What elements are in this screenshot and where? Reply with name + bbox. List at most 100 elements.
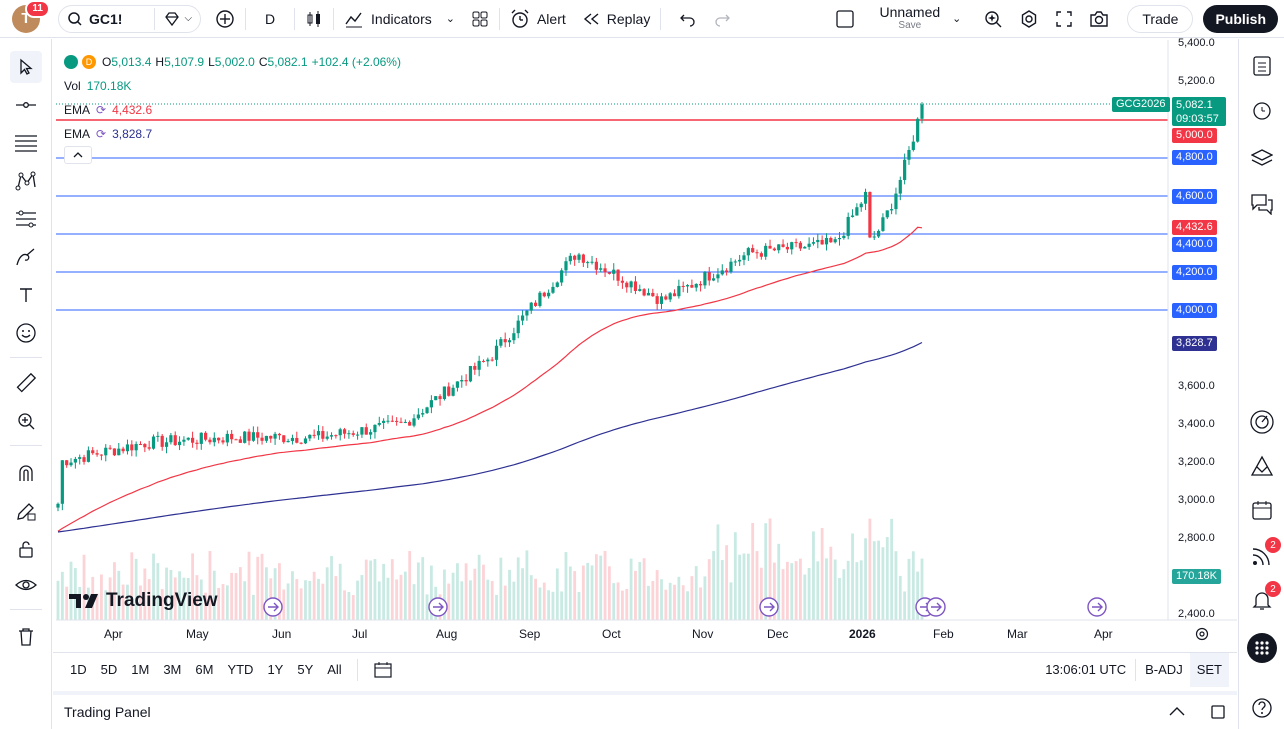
trading-panel-title: Trading Panel	[64, 704, 151, 720]
remove-drawings-tool[interactable]	[10, 621, 42, 653]
news-feed-button[interactable]: 2	[1247, 537, 1281, 571]
range-3m[interactable]: 3M	[163, 662, 182, 677]
object-tree-button[interactable]	[1247, 143, 1277, 173]
goto-date-button[interactable]	[366, 653, 400, 687]
range-5y[interactable]: 5Y	[297, 662, 314, 677]
brush-tool[interactable]	[10, 241, 42, 273]
ideas-button[interactable]	[1247, 451, 1277, 481]
event-marker-arrow	[764, 602, 775, 612]
chart-type-button[interactable]	[297, 0, 331, 38]
candle-body	[538, 292, 542, 306]
tradingview-logo[interactable]: TradingView	[68, 590, 218, 612]
candle-body	[659, 296, 664, 304]
quick-search-button[interactable]	[975, 0, 1011, 38]
volume-bar	[564, 552, 568, 620]
volume-row[interactable]: Vol 170.18K	[64, 74, 405, 98]
price-axis-label: 3,600.0	[1178, 380, 1215, 392]
products-button[interactable]	[1247, 633, 1277, 663]
candle-body	[434, 396, 438, 401]
axis-settings-button[interactable]	[1194, 626, 1210, 645]
volume-bar	[208, 551, 212, 620]
trendline-tool[interactable]	[10, 89, 42, 121]
compare-button[interactable]	[207, 0, 243, 38]
top-toolbar: T 11 GC1! ⌵ D Indicators ⌄ Alert Replay	[0, 0, 1284, 38]
settlement-toggle[interactable]: SET	[1189, 652, 1229, 687]
measure-tool[interactable]	[10, 367, 42, 399]
volume-bar	[707, 559, 711, 620]
visibility-tool[interactable]	[10, 569, 42, 601]
ema1-row[interactable]: EMA ⟳ 4,432.6	[64, 98, 405, 122]
chevron-up-icon[interactable]	[1167, 704, 1187, 720]
volume-bar	[317, 578, 320, 620]
undo-icon	[680, 14, 695, 27]
candles-icon	[307, 10, 321, 27]
chats-button[interactable]	[1247, 189, 1277, 219]
undo-button[interactable]	[671, 0, 705, 38]
chevron-down-icon[interactable]: ⌄	[952, 13, 962, 25]
range-1y[interactable]: 1Y	[267, 662, 284, 677]
magnet-tool[interactable]	[10, 457, 42, 489]
prediction-tool[interactable]	[10, 203, 42, 235]
replay-button[interactable]: Replay	[574, 0, 659, 38]
range-1d[interactable]: 1D	[70, 662, 87, 677]
volume-bar	[56, 580, 60, 620]
chart-legend: D O 5,013.4 H 5,107.9 L 5,002.0 C 5,082.1 +1…	[64, 50, 405, 146]
help-button[interactable]	[1247, 693, 1277, 723]
range-6m[interactable]: 6M	[195, 662, 214, 677]
layout-select-button[interactable]	[827, 0, 863, 38]
volume-bar	[260, 553, 264, 620]
volume-bar	[625, 588, 629, 620]
templates-button[interactable]	[463, 0, 497, 38]
trading-panel[interactable]: Trading Panel	[53, 691, 1237, 729]
range-ytd[interactable]: YTD	[227, 662, 254, 677]
tv-logo-icon	[69, 594, 98, 608]
pattern-tool[interactable]	[10, 165, 42, 197]
text-tool[interactable]	[10, 279, 42, 311]
watchlist-button[interactable]	[1247, 51, 1277, 81]
drawing-mode-tool[interactable]	[10, 495, 42, 527]
market-status-dot	[64, 55, 78, 69]
volume-bar	[525, 550, 529, 620]
fullscreen-button[interactable]	[1047, 0, 1081, 38]
price-chart[interactable]	[0, 0, 1284, 650]
level-tag: 4,800.0	[1172, 150, 1217, 165]
alerts-panel-button[interactable]	[1247, 95, 1277, 125]
clock[interactable]: 13:06:01 UTC	[1045, 662, 1127, 677]
indicators-button[interactable]: Indicators ⌄	[336, 0, 463, 38]
redo-button[interactable]	[705, 0, 739, 38]
volume-bar	[529, 575, 533, 620]
interval-button[interactable]: D	[264, 10, 276, 27]
volume-bar	[286, 583, 290, 620]
range-5d[interactable]: 5D	[100, 662, 118, 677]
user-avatar[interactable]: T 11	[12, 0, 50, 33]
backadjust-toggle[interactable]: B-ADJ	[1145, 662, 1183, 677]
volume-bar	[803, 574, 807, 620]
technicals-button[interactable]	[1247, 407, 1277, 437]
maximize-icon[interactable]	[1209, 703, 1227, 721]
ema2-row[interactable]: EMA ⟳ 3,828.7	[64, 122, 405, 146]
calendar-button[interactable]	[1247, 495, 1277, 525]
range-1m[interactable]: 1M	[131, 662, 150, 677]
legend-collapse-button[interactable]	[64, 146, 92, 164]
zoom-tool[interactable]	[10, 405, 42, 437]
symbol-search[interactable]: GC1! ⌵	[58, 4, 202, 33]
snapshot-button[interactable]	[1081, 0, 1117, 38]
candle-body	[425, 407, 429, 414]
fib-tool[interactable]	[10, 127, 42, 159]
trade-button[interactable]: Trade	[1127, 4, 1194, 33]
alert-button[interactable]: Alert	[502, 0, 574, 38]
volume-bar	[469, 580, 472, 620]
lock-tool[interactable]	[10, 533, 42, 565]
range-all[interactable]: All	[327, 662, 342, 677]
level-tag: 5,000.0	[1172, 128, 1217, 143]
emoji-tool[interactable]	[10, 317, 42, 349]
notifications-button[interactable]: 2	[1247, 581, 1281, 615]
candle-body	[403, 421, 407, 423]
price-axis-label: 2,800.0	[1178, 532, 1215, 544]
cursor-tool[interactable]	[10, 51, 42, 83]
settings-button[interactable]	[1011, 0, 1047, 38]
layout-name[interactable]: Unnamed Save	[879, 3, 941, 31]
publish-button[interactable]: Publish	[1203, 4, 1278, 33]
refresh-icon: ⟳	[96, 103, 107, 117]
candle-body	[672, 293, 677, 297]
